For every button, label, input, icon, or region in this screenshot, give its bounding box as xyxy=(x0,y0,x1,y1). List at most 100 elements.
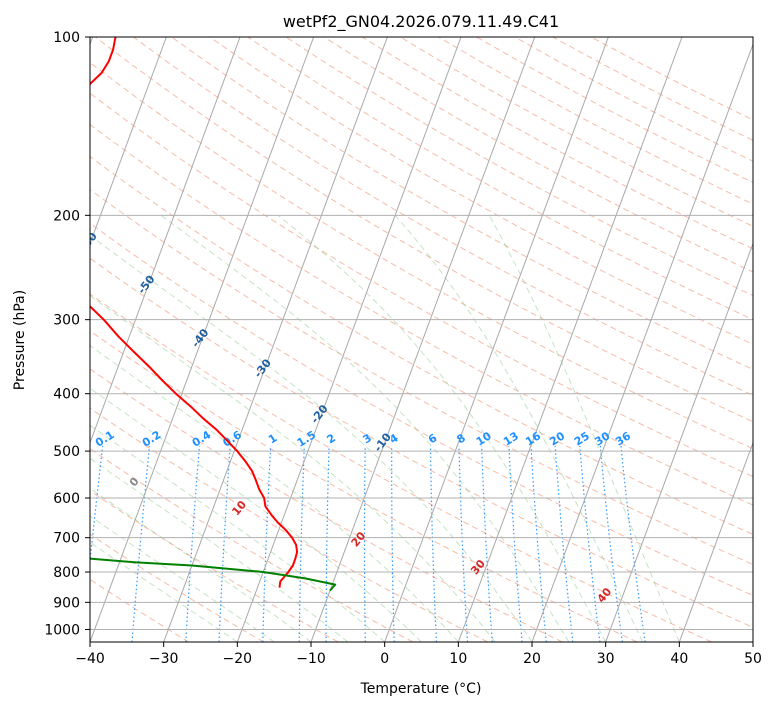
mixing-ratio-label: 13 xyxy=(501,429,521,448)
mixing-ratio-line xyxy=(131,445,151,642)
mixing-ratio-label: 36 xyxy=(613,429,633,448)
mixing-ratio-label: 0.4 xyxy=(190,428,214,450)
dry-adiabat-label: 0 xyxy=(127,475,142,489)
mixing-ratio-line xyxy=(391,445,395,642)
dry-adiabat xyxy=(133,37,753,396)
mixing-ratio-label: 2 xyxy=(325,431,338,446)
isotherm-label: -60 xyxy=(77,230,100,254)
isotherm-label: -70 xyxy=(24,175,47,199)
moist-adiabat xyxy=(90,344,459,642)
x-tick-label: −30 xyxy=(149,651,179,667)
dry-adiabat xyxy=(400,37,753,227)
dry-adiabat xyxy=(285,37,753,297)
mixing-ratio-line xyxy=(298,445,305,642)
isotherm-line xyxy=(310,37,536,642)
x-axis: −40 −30 −20 −10 0 10 20 30 40 50 xyxy=(75,642,762,667)
dry-adiabat xyxy=(90,490,339,642)
dry-adiabat xyxy=(209,37,753,345)
mixing-ratio-line xyxy=(325,445,330,642)
mixing-ratio-line xyxy=(579,445,601,642)
plot-frame xyxy=(89,36,754,643)
x-tick-label: −40 xyxy=(75,651,105,667)
dry-adiabat xyxy=(94,37,753,423)
x-tick-label: 50 xyxy=(744,651,762,667)
dry-adiabat xyxy=(90,257,753,628)
dry-adiabat xyxy=(90,533,264,642)
mixing-ratio-line xyxy=(458,445,469,642)
x-tick-label: −20 xyxy=(223,651,253,667)
x-tick-label: 20 xyxy=(523,651,541,667)
y-tick-label: 800 xyxy=(53,565,80,581)
mixing-ratio-line xyxy=(599,445,623,642)
y-tick-label: 900 xyxy=(53,595,80,611)
y-tick-label: 300 xyxy=(53,313,80,329)
dry-adiabat xyxy=(514,37,753,162)
dry-adiabat xyxy=(90,188,753,566)
isotherm-line xyxy=(678,441,753,642)
moist-adiabat xyxy=(90,294,496,642)
background-lines xyxy=(90,37,753,642)
y-tick-label: 500 xyxy=(53,444,80,460)
mixing-ratio-line xyxy=(620,445,646,642)
mixing-ratio-line xyxy=(90,445,104,567)
y-tick-label: 400 xyxy=(53,387,80,403)
mixing-ratio-label: 8 xyxy=(454,431,467,446)
dry-adiabat xyxy=(90,368,563,642)
mixing-ratio-line xyxy=(363,445,366,642)
mixing-ratio-line xyxy=(508,445,523,642)
isotherm-line xyxy=(605,242,753,642)
mixing-ratio-line xyxy=(481,445,493,642)
mixing-ratio-label: 6 xyxy=(426,431,440,446)
moist-adiabat xyxy=(90,424,386,642)
x-tick-label: −10 xyxy=(296,651,326,667)
mixing-ratio-label: 0.2 xyxy=(140,428,163,449)
x-tick-label: 40 xyxy=(670,651,688,667)
isotherm-line xyxy=(752,640,753,642)
moist-adiabat xyxy=(90,387,422,642)
moist-adiabat xyxy=(394,214,643,642)
moist-adiabat xyxy=(90,487,312,642)
isotherm-label: -30 xyxy=(252,356,275,380)
isotherm-line xyxy=(90,37,167,245)
dry-adiabat xyxy=(323,37,753,273)
dry-adiabat xyxy=(552,37,753,141)
isotherm-line xyxy=(236,37,462,642)
mixing-ratio-line xyxy=(429,445,437,642)
moist-adiabat xyxy=(90,541,238,642)
y-axis-label: Pressure (hPa) xyxy=(12,290,28,390)
isotherm-line xyxy=(457,37,683,642)
dry-adiabat xyxy=(90,155,753,535)
isotherm-label: -40 xyxy=(189,326,212,350)
isotherm-label: -20 xyxy=(308,402,331,426)
dry-adiabat xyxy=(90,293,712,642)
mixing-ratio-line xyxy=(554,445,574,642)
isotherm-line xyxy=(163,37,388,642)
y-tick-label: 200 xyxy=(53,208,80,224)
dry-adiabat xyxy=(90,407,488,642)
dry-adiabat xyxy=(590,37,753,121)
y-axis: 100 200 300 400 500 600 700 800 900 1000 xyxy=(44,30,90,638)
moist-adiabat xyxy=(90,234,533,642)
moist-adiabat xyxy=(277,214,607,642)
chart-title: wetPf2_GN04.2026.079.11.49.C41 xyxy=(283,12,559,32)
y-tick-label: 100 xyxy=(53,30,80,46)
mixing-ratio-line xyxy=(218,445,231,642)
profiles xyxy=(90,37,337,592)
mixing-ratio-line xyxy=(530,445,547,642)
x-tick-label: 30 xyxy=(597,651,615,667)
dry-adiabat xyxy=(90,222,753,597)
mixing-ratio-line xyxy=(185,445,200,642)
x-tick-label: 10 xyxy=(449,651,467,667)
isotherm-line xyxy=(90,37,315,642)
mixing-ratio-line xyxy=(262,445,272,642)
mixing-ratio-label: 1 xyxy=(266,431,279,446)
isotherm-line xyxy=(90,37,241,445)
mixing-ratio-label: 25 xyxy=(572,429,592,448)
moist-adiabat xyxy=(488,215,680,642)
isotherm-line xyxy=(531,42,753,642)
isotherm-label: -50 xyxy=(135,273,158,297)
y-tick-label: 700 xyxy=(53,531,80,547)
pressure-gridlines xyxy=(90,37,753,630)
temperature-profile xyxy=(90,37,299,588)
